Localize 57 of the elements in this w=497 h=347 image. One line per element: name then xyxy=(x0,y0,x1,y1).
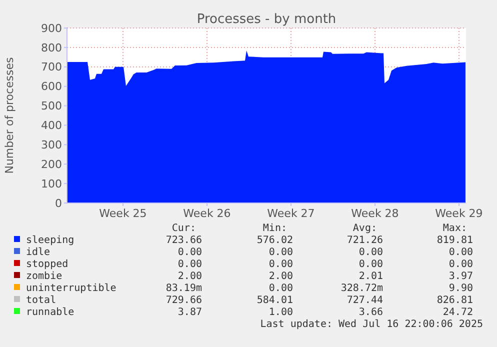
chart-title: Processes - by month xyxy=(196,12,336,27)
legend-label: zombie xyxy=(26,271,62,282)
text: 2.00 xyxy=(268,271,293,282)
text: 0.00 xyxy=(268,283,293,294)
text: 328.72m xyxy=(340,283,383,294)
text: 0.00 xyxy=(448,259,473,270)
text: 83.19m xyxy=(166,283,202,294)
legend-label: stopped xyxy=(26,259,68,270)
y-tick-label: 500 xyxy=(41,100,62,113)
text: 0.00 xyxy=(268,259,293,270)
text: 0.00 xyxy=(178,247,202,258)
text: 2.01 xyxy=(358,271,383,282)
text: 0.00 xyxy=(358,247,383,258)
x-tick-label: Week 29 xyxy=(435,207,483,220)
text: Cur: xyxy=(172,223,196,234)
y-axis-title: Number of processes xyxy=(3,56,16,174)
text: 0.00 xyxy=(448,247,473,258)
text: 3.87 xyxy=(178,307,202,318)
x-tick-label: Week 27 xyxy=(267,207,315,220)
legend-label: idle xyxy=(26,247,50,258)
text: 826.81 xyxy=(436,295,473,306)
text: 3.66 xyxy=(358,307,383,318)
text: Last update: Wed Jul 16 22:00:06 2025 xyxy=(260,319,483,330)
text: 2.00 xyxy=(178,271,202,282)
text: 9.90 xyxy=(448,283,473,294)
text: 0.00 xyxy=(358,259,383,270)
text: Max: xyxy=(442,223,467,234)
y-tick-label: 400 xyxy=(41,119,62,132)
legend-label: sleeping xyxy=(26,235,74,246)
y-tick-label: 300 xyxy=(41,138,62,152)
y-tick-label: 900 xyxy=(41,22,62,35)
y-tick-label: 200 xyxy=(41,158,62,171)
text: 727.44 xyxy=(346,295,383,306)
legend-label: uninterruptible xyxy=(26,283,116,294)
text: 723.66 xyxy=(166,235,202,246)
y-tick-label: 800 xyxy=(41,41,62,54)
text: 584.01 xyxy=(256,295,293,306)
legend-label: runnable xyxy=(26,307,74,318)
text: 721.26 xyxy=(346,235,383,246)
text: 0.00 xyxy=(268,247,293,258)
legend-label: total xyxy=(26,295,56,306)
x-tick-label: Week 28 xyxy=(351,207,399,220)
y-tick-label: 100 xyxy=(41,177,62,190)
text: 24.72 xyxy=(442,307,473,318)
x-tick-label: Week 25 xyxy=(99,207,147,220)
x-tick-label: Week 26 xyxy=(183,207,231,220)
y-tick-label: 0 xyxy=(55,196,62,210)
y-tick-label: 700 xyxy=(41,60,62,74)
text: Min: xyxy=(262,223,287,234)
text: 819.81 xyxy=(436,235,473,246)
y-tick-label: 600 xyxy=(41,80,62,94)
text: 1.00 xyxy=(268,307,293,318)
text: 576.02 xyxy=(256,235,293,246)
text: 0.00 xyxy=(178,259,202,270)
text: 3.97 xyxy=(448,271,473,282)
text: 729.66 xyxy=(166,295,202,306)
text: Avg: xyxy=(352,223,377,234)
